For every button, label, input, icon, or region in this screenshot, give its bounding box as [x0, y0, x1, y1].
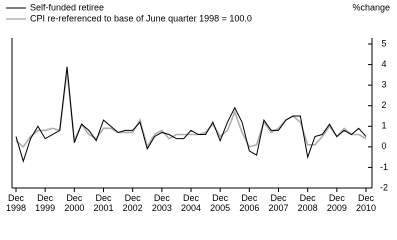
y-tick-label: 4	[381, 59, 386, 69]
series-line	[15, 66, 367, 163]
x-tick-label: Dec 2002	[122, 193, 143, 213]
y-tick-label: -1	[380, 162, 388, 172]
y-tick-label: 3	[381, 80, 386, 90]
y-tick-label: 1	[381, 121, 386, 131]
y-tick-label: -2	[380, 182, 388, 192]
y-tick-label: 5	[381, 38, 386, 48]
chart: %change -2 -1 0 1 2 3 4 5 Self-funded retiree CPI…	[5, 2, 390, 213]
legend-label: Self-funded retiree	[30, 2, 104, 12]
x-tick-label: Dec 2004	[180, 193, 202, 213]
x-tick-label: Dec 2005	[210, 193, 231, 213]
y-tick-label: 0	[381, 141, 386, 151]
x-tick-label: Dec 2009	[326, 193, 347, 213]
x-tick-label: Dec 2003	[151, 193, 172, 213]
x-tick-label: Dec 2006	[239, 193, 260, 213]
x-tick-label: Dec 2010	[355, 193, 377, 213]
y-axis-label: %change	[352, 2, 390, 12]
x-tick-label: Dec 1999	[35, 193, 56, 213]
x-tick-label: Dec 2008	[297, 193, 318, 213]
y-tick-label: 2	[381, 100, 386, 110]
chart-canvas: %change -2 -1 0 1 2 3 4 5 Self-funded retireeCPI…	[6, 2, 390, 192]
legend-label: CPI re-referenced to base of June quarte…	[30, 13, 252, 23]
x-tick-label: Dec 2007	[268, 193, 289, 213]
x-tick-label: Dec 2000	[64, 193, 85, 213]
x-tick-label: Dec 1998	[5, 193, 27, 213]
x-tick-label: Dec 2001	[93, 193, 114, 213]
